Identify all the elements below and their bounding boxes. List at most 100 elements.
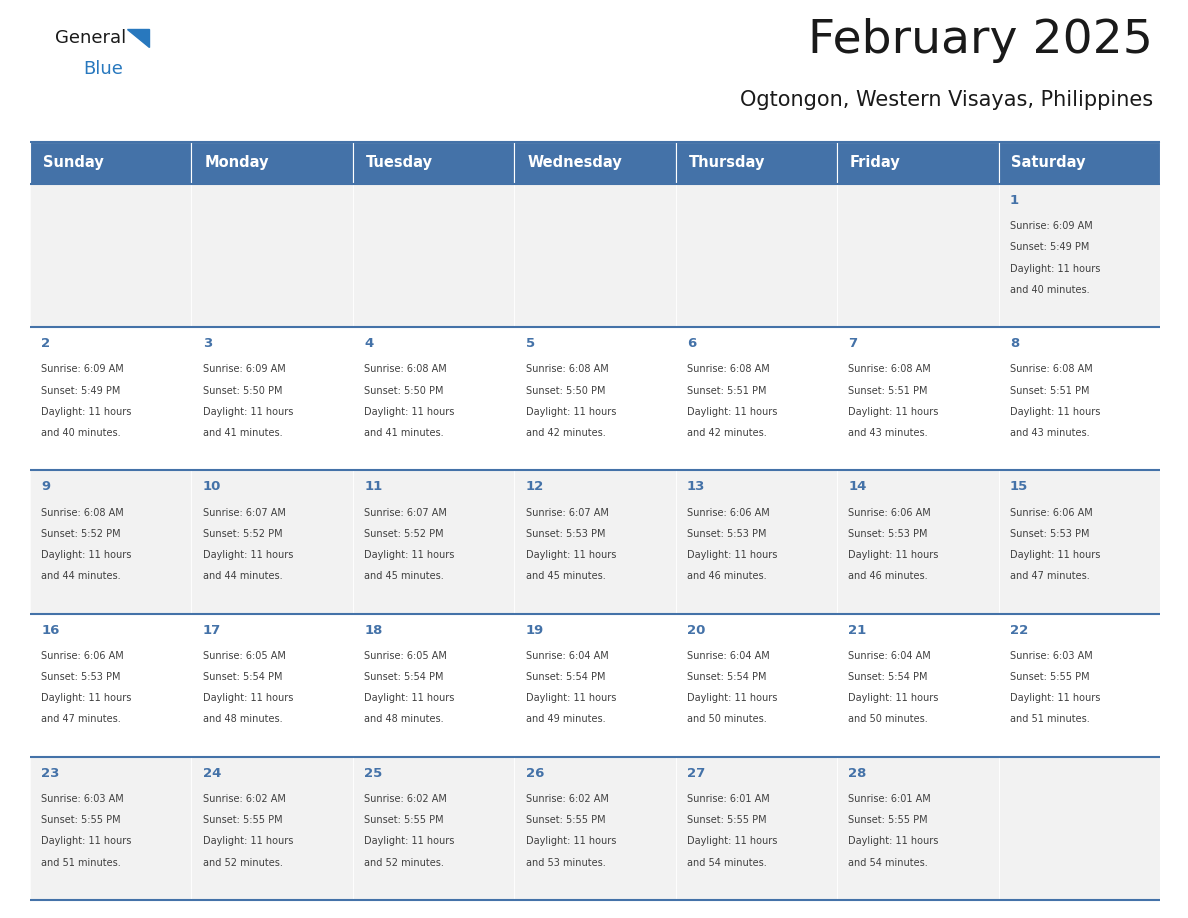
Text: Sunrise: 6:04 AM: Sunrise: 6:04 AM bbox=[848, 651, 931, 661]
Text: 28: 28 bbox=[848, 767, 867, 779]
Bar bbox=[30, 327, 191, 470]
Text: Sunset: 5:55 PM: Sunset: 5:55 PM bbox=[848, 815, 928, 825]
Text: Daylight: 11 hours: Daylight: 11 hours bbox=[687, 407, 777, 417]
Text: Sunset: 5:51 PM: Sunset: 5:51 PM bbox=[848, 386, 928, 396]
Text: 5: 5 bbox=[525, 337, 535, 351]
Text: Wednesday: Wednesday bbox=[527, 155, 623, 171]
Text: 14: 14 bbox=[848, 480, 867, 493]
Text: and 46 minutes.: and 46 minutes. bbox=[848, 571, 928, 581]
Text: Daylight: 11 hours: Daylight: 11 hours bbox=[1010, 407, 1100, 417]
Text: and 43 minutes.: and 43 minutes. bbox=[1010, 428, 1089, 438]
Bar bbox=[999, 756, 1159, 900]
Text: Sunset: 5:50 PM: Sunset: 5:50 PM bbox=[525, 386, 605, 396]
Text: Sunset: 5:51 PM: Sunset: 5:51 PM bbox=[687, 386, 766, 396]
Text: 4: 4 bbox=[365, 337, 373, 351]
Text: Sunrise: 6:02 AM: Sunrise: 6:02 AM bbox=[525, 794, 608, 804]
Text: Daylight: 11 hours: Daylight: 11 hours bbox=[1010, 263, 1100, 274]
Text: and 45 minutes.: and 45 minutes. bbox=[365, 571, 444, 581]
Text: Sunset: 5:53 PM: Sunset: 5:53 PM bbox=[525, 529, 605, 539]
Text: and 50 minutes.: and 50 minutes. bbox=[687, 714, 766, 724]
Text: Tuesday: Tuesday bbox=[366, 155, 432, 171]
Text: Sunrise: 6:06 AM: Sunrise: 6:06 AM bbox=[687, 508, 770, 518]
Text: Sunset: 5:54 PM: Sunset: 5:54 PM bbox=[687, 672, 766, 682]
Bar bbox=[999, 184, 1159, 327]
Text: Sunrise: 6:08 AM: Sunrise: 6:08 AM bbox=[848, 364, 931, 375]
Bar bbox=[676, 613, 838, 756]
Bar bbox=[676, 327, 838, 470]
Text: 17: 17 bbox=[203, 623, 221, 636]
Text: Daylight: 11 hours: Daylight: 11 hours bbox=[42, 407, 132, 417]
Text: Sunrise: 6:06 AM: Sunrise: 6:06 AM bbox=[42, 651, 124, 661]
Text: 15: 15 bbox=[1010, 480, 1028, 493]
Text: and 50 minutes.: and 50 minutes. bbox=[848, 714, 928, 724]
Text: and 47 minutes.: and 47 minutes. bbox=[1010, 571, 1089, 581]
Text: 19: 19 bbox=[525, 623, 544, 636]
Bar bbox=[838, 470, 999, 613]
Text: Daylight: 11 hours: Daylight: 11 hours bbox=[687, 836, 777, 846]
Text: Daylight: 11 hours: Daylight: 11 hours bbox=[42, 836, 132, 846]
Bar bbox=[999, 327, 1159, 470]
Bar bbox=[30, 470, 1159, 613]
Text: Sunset: 5:54 PM: Sunset: 5:54 PM bbox=[203, 672, 283, 682]
Text: 10: 10 bbox=[203, 480, 221, 493]
Text: Blue: Blue bbox=[83, 60, 122, 78]
Text: February 2025: February 2025 bbox=[808, 18, 1154, 63]
Text: Sunset: 5:52 PM: Sunset: 5:52 PM bbox=[42, 529, 121, 539]
Bar bbox=[30, 184, 191, 327]
Bar bbox=[191, 184, 353, 327]
Text: Sunrise: 6:08 AM: Sunrise: 6:08 AM bbox=[1010, 364, 1093, 375]
Text: Sunrise: 6:04 AM: Sunrise: 6:04 AM bbox=[687, 651, 770, 661]
Text: Monday: Monday bbox=[204, 155, 268, 171]
Text: and 40 minutes.: and 40 minutes. bbox=[1010, 285, 1089, 295]
Text: 1: 1 bbox=[1010, 194, 1019, 207]
Bar bbox=[353, 613, 514, 756]
Text: Daylight: 11 hours: Daylight: 11 hours bbox=[365, 836, 455, 846]
Text: Sunset: 5:53 PM: Sunset: 5:53 PM bbox=[42, 672, 121, 682]
Text: Sunset: 5:55 PM: Sunset: 5:55 PM bbox=[203, 815, 283, 825]
Bar bbox=[191, 327, 353, 470]
Text: 21: 21 bbox=[848, 623, 867, 636]
Text: Daylight: 11 hours: Daylight: 11 hours bbox=[525, 550, 615, 560]
Text: Sunrise: 6:05 AM: Sunrise: 6:05 AM bbox=[203, 651, 285, 661]
Text: Sunrise: 6:07 AM: Sunrise: 6:07 AM bbox=[525, 508, 608, 518]
Text: 8: 8 bbox=[1010, 337, 1019, 351]
Text: Sunset: 5:52 PM: Sunset: 5:52 PM bbox=[365, 529, 444, 539]
Text: and 54 minutes.: and 54 minutes. bbox=[687, 857, 766, 868]
Text: Daylight: 11 hours: Daylight: 11 hours bbox=[203, 550, 293, 560]
Text: Sunset: 5:54 PM: Sunset: 5:54 PM bbox=[848, 672, 928, 682]
Text: Sunset: 5:51 PM: Sunset: 5:51 PM bbox=[1010, 386, 1089, 396]
Text: Daylight: 11 hours: Daylight: 11 hours bbox=[525, 693, 615, 703]
Text: and 41 minutes.: and 41 minutes. bbox=[203, 428, 283, 438]
Text: and 47 minutes.: and 47 minutes. bbox=[42, 714, 121, 724]
Text: Sunrise: 6:09 AM: Sunrise: 6:09 AM bbox=[203, 364, 285, 375]
Text: Daylight: 11 hours: Daylight: 11 hours bbox=[525, 836, 615, 846]
Text: 6: 6 bbox=[687, 337, 696, 351]
Bar bbox=[30, 142, 191, 184]
Text: 12: 12 bbox=[525, 480, 544, 493]
Text: and 42 minutes.: and 42 minutes. bbox=[687, 428, 766, 438]
Text: and 54 minutes.: and 54 minutes. bbox=[848, 857, 928, 868]
Bar bbox=[30, 613, 191, 756]
Text: 18: 18 bbox=[365, 623, 383, 636]
Text: and 46 minutes.: and 46 minutes. bbox=[687, 571, 766, 581]
Text: Daylight: 11 hours: Daylight: 11 hours bbox=[365, 407, 455, 417]
Text: Daylight: 11 hours: Daylight: 11 hours bbox=[203, 836, 293, 846]
Text: 25: 25 bbox=[365, 767, 383, 779]
Text: Sunset: 5:55 PM: Sunset: 5:55 PM bbox=[687, 815, 766, 825]
Text: Daylight: 11 hours: Daylight: 11 hours bbox=[365, 693, 455, 703]
Text: and 49 minutes.: and 49 minutes. bbox=[525, 714, 605, 724]
Text: Sunset: 5:49 PM: Sunset: 5:49 PM bbox=[42, 386, 121, 396]
Text: and 43 minutes.: and 43 minutes. bbox=[848, 428, 928, 438]
Bar bbox=[30, 184, 1159, 327]
Text: and 44 minutes.: and 44 minutes. bbox=[203, 571, 283, 581]
Bar bbox=[353, 756, 514, 900]
Text: Sunrise: 6:03 AM: Sunrise: 6:03 AM bbox=[1010, 651, 1093, 661]
Text: Daylight: 11 hours: Daylight: 11 hours bbox=[848, 550, 939, 560]
Text: Sunday: Sunday bbox=[43, 155, 103, 171]
Polygon shape bbox=[127, 29, 148, 47]
Bar bbox=[999, 613, 1159, 756]
Text: Sunset: 5:54 PM: Sunset: 5:54 PM bbox=[525, 672, 605, 682]
Text: Sunset: 5:55 PM: Sunset: 5:55 PM bbox=[1010, 672, 1089, 682]
Text: 2: 2 bbox=[42, 337, 50, 351]
Text: Daylight: 11 hours: Daylight: 11 hours bbox=[1010, 693, 1100, 703]
